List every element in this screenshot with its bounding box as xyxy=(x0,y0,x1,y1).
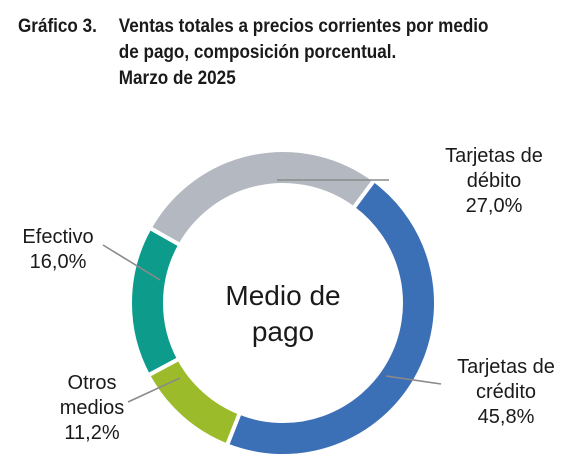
center-label-line-2: pago xyxy=(252,316,314,347)
slice-label-otros-medios-1: Otros xyxy=(68,372,117,394)
slice-label-tarjetas-de-debito-1: Tarjetas de xyxy=(445,145,543,167)
leader-line-otros-medios xyxy=(127,377,181,403)
slice-label-tarjetas-de-credito-2: crédito xyxy=(476,381,536,403)
chart-title-line-3: Marzo de 2025 xyxy=(118,68,236,89)
slice-tarjetas-de-debito xyxy=(146,148,378,248)
slice-otros-medios xyxy=(145,356,243,448)
slice-label-tarjetas-de-debito-2: débito xyxy=(467,170,522,192)
chart-title: Ventas totales a precios corrientes por … xyxy=(119,14,551,92)
slice-tarjetas-de-credito xyxy=(224,177,438,458)
value-label-otros-medios: 11,2% xyxy=(64,422,119,444)
leader-line-tarjetas-de-credito xyxy=(385,375,442,385)
leader-line-efectivo xyxy=(102,244,161,281)
slice-label-otros-medios-2: medios xyxy=(60,397,124,419)
slice-labels: Tarjetas de débito 27,0% Tarjetas de crédito… xyxy=(22,145,555,444)
leader-lines xyxy=(102,179,442,403)
slice-label-efectivo-1: Efectivo xyxy=(22,226,93,248)
center-label-line-1: Medio de xyxy=(225,280,340,311)
chart-title-line-1: Ventas totales a precios corrientes por … xyxy=(118,16,489,37)
value-label-tarjetas-de-debito: 27,0% xyxy=(466,195,523,217)
figure-number: Gráfico 3. xyxy=(18,16,97,37)
chart-title-line-2: de pago, composición porcentual. xyxy=(118,42,397,63)
slice-efectivo xyxy=(128,225,183,379)
value-label-tarjetas-de-credito: 45,8% xyxy=(478,406,535,428)
value-label-efectivo: 16,0% xyxy=(30,251,87,273)
donut-slices xyxy=(128,148,438,458)
slice-label-tarjetas-de-credito-1: Tarjetas de xyxy=(457,356,555,378)
